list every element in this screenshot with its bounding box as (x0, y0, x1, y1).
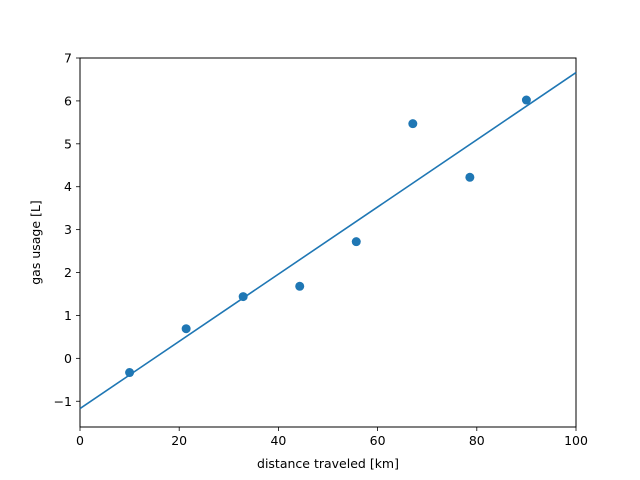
y-tick-label: 3 (64, 222, 72, 237)
fit-line (79, 71, 577, 410)
x-tick-label: 0 (76, 433, 84, 448)
scatter-point (351, 237, 361, 247)
y-tick-label: 7 (64, 51, 72, 66)
x-tick-label: 100 (564, 433, 588, 448)
x-tick-label: 20 (171, 433, 187, 448)
y-tick-label: −1 (54, 394, 72, 409)
x-axis-label: distance traveled [km] (257, 456, 399, 471)
scatter-point (295, 281, 305, 291)
x-tick-label: 60 (370, 433, 386, 448)
y-tick-label: 4 (64, 179, 72, 194)
y-tick-label: 6 (64, 93, 72, 108)
axes-frame (79, 57, 577, 428)
y-axis: −1 0 1 2 3 4 5 6 7 (54, 51, 80, 409)
x-axis: 0 20 40 60 80 100 (76, 427, 588, 448)
y-tick-label: 2 (64, 265, 72, 280)
scatter-point (238, 292, 248, 302)
x-tick-label: 80 (469, 433, 485, 448)
scatter-point (521, 95, 531, 105)
scatter-point (125, 368, 135, 378)
y-tick-label: 0 (64, 351, 72, 366)
plot-area (79, 57, 577, 428)
y-tick-label: 5 (64, 136, 72, 151)
scatter-point (181, 324, 191, 334)
y-axis-label: gas usage [L] (28, 200, 43, 285)
scatter-point (408, 119, 418, 129)
x-tick-label: 40 (270, 433, 286, 448)
scatter-point (465, 172, 475, 182)
series-layer (79, 71, 577, 410)
y-tick-label: 1 (64, 308, 72, 323)
